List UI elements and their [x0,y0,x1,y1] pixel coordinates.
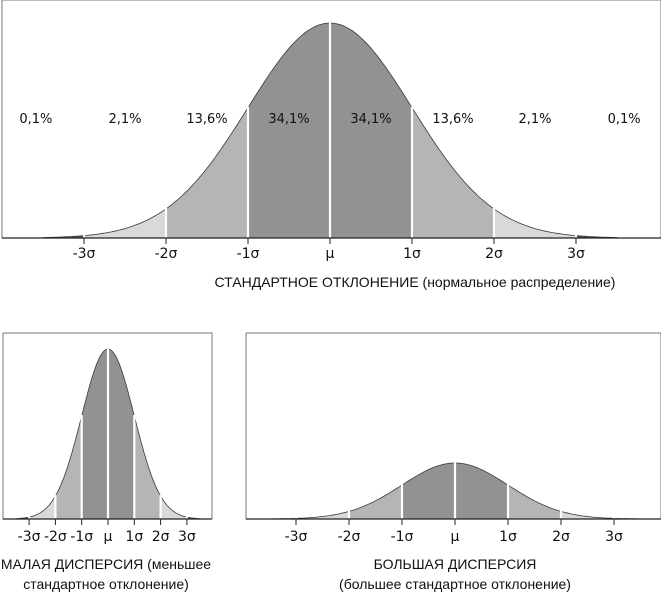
distribution-segment [454,462,509,520]
tick-label: 1σ [125,529,143,545]
percentage-label: 0,1% [608,112,641,127]
chart-title-large-line1: БОЛЬШАЯ ДИСПЕРСИЯ [374,556,537,572]
tick-label: -1σ [70,529,93,545]
chart-title-small-line1: МАЛАЯ ДИСПЕРСИЯ (меньшее [1,556,211,572]
distribution-segment [55,415,83,520]
percentage-label: 34,1% [268,112,309,127]
distribution-segment [81,348,109,520]
tick-label: -3σ [285,529,308,545]
chart-large-variance: -3σ -2σ -1σ μ 1σ 2σ 3σ [245,332,661,545]
chart-title-large-line2: (большее стандартное отклонение) [339,576,571,592]
percentage-label: 2,1% [518,112,551,127]
distribution-segment [507,484,562,520]
chart-title-small-line2: стандартное отклонение) [23,576,189,592]
tick-label: 2σ [152,529,170,545]
distribution-segment [133,415,161,520]
tick-label: -1σ [237,246,260,262]
distribution-segment [83,208,167,239]
tick-label: -3σ [18,529,41,545]
distribution-segment [329,22,413,239]
percentage-label: 34,1% [350,112,391,127]
tick-label: -3σ [73,246,96,262]
tick-label: μ [104,529,113,545]
distribution-segment [411,106,495,239]
chart-small-variance: -3σ -2σ -1σ μ 1σ 2σ 3σ [2,332,213,545]
chart-normal: -3σ -2σ -1σ μ 1σ 2σ 3σ 0,1% 2,1% 13,6% 34,1% 34,1% 1… [1,0,661,262]
percentage-label: 13,6% [432,112,473,127]
distribution-segment [348,484,403,520]
tick-label: 2σ [552,529,570,545]
percentage-label: 2,1% [108,112,141,127]
distribution-segment [107,348,135,520]
distribution-segment [493,208,577,239]
chart-title-normal: СТАНДАРТНОЕ ОТКЛОНЕНИЕ (нормальное распр… [215,274,616,290]
distribution-segment [28,494,56,520]
distribution-segment [401,462,456,520]
tick-label: μ [326,246,335,262]
tick-label: -2σ [338,529,361,545]
tick-label: 3σ [567,246,585,262]
tick-label: -1σ [391,529,414,545]
distribution-segment [160,494,188,520]
tick-label: -2σ [155,246,178,262]
percentage-label: 13,6% [186,112,227,127]
tick-label: 1σ [499,529,517,545]
tick-label: μ [451,529,460,545]
distribution-segment [165,106,249,239]
tick-label: 1σ [403,246,421,262]
distribution-segment [295,510,350,520]
distribution-segment [247,22,331,239]
distribution-segment [560,510,615,520]
percentage-label: 0,1% [19,112,52,127]
tick-label: 2σ [485,246,503,262]
tick-label: 3σ [605,529,623,545]
tick-label: 3σ [178,529,196,545]
tick-label: -2σ [44,529,67,545]
